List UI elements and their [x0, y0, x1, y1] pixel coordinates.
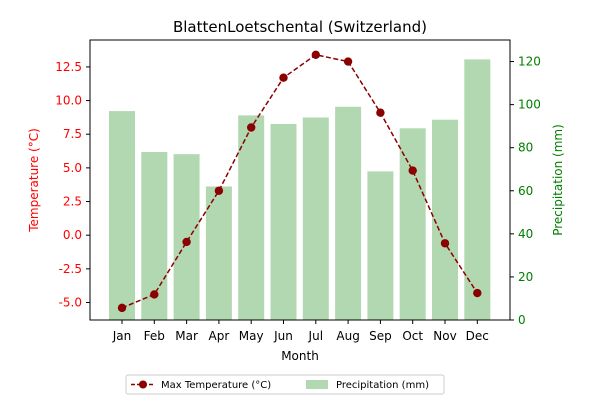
temp-point-dec — [473, 288, 482, 298]
precip-bar-jun — [270, 124, 297, 320]
x-axis-label: Month — [281, 349, 319, 363]
x-tick-label-jan: Jan — [112, 329, 132, 343]
y-left-tick-label: 0.0 — [63, 228, 82, 242]
precip-bar-jan — [109, 111, 135, 320]
legend-frame — [125, 374, 445, 395]
x-tick-label-apr: Apr — [209, 329, 230, 343]
plot-frame — [89, 39, 511, 321]
y-axis-left: -5.0 -2.5 0.0 2.5 5.0 7.5 10.0 12.5 — [55, 60, 90, 310]
temp-point-jul — [311, 50, 320, 60]
temp-point-may — [247, 123, 256, 132]
y-right-tick-label: 40 — [518, 227, 533, 241]
chart-title: BlattenLoetschental (Switzerland) — [173, 18, 427, 36]
y-right-tick-label: 120 — [518, 55, 541, 69]
temp-point-oct — [408, 166, 417, 175]
temp-point-feb — [150, 290, 159, 299]
temp-point-nov — [440, 239, 450, 248]
temp-point-mar — [182, 237, 191, 247]
y-right-tick-label: 0 — [518, 313, 526, 327]
legend-bar-swatch — [306, 380, 328, 389]
x-tick-label-sep: Sep — [369, 329, 392, 343]
y-axis-right-label: Precipitation (mm) — [551, 124, 565, 236]
temp-point-aug — [343, 57, 353, 66]
x-axis: Jan Feb Mar Apr May Jun Jul Aug Sep Oct Nov Dec — [112, 320, 489, 343]
precip-bar-jul — [302, 117, 329, 321]
x-tick-label-nov: Nov — [433, 329, 456, 343]
x-tick-label-jul: Jul — [308, 329, 323, 343]
y-axis-left-label: Temperature (°C) — [27, 128, 41, 233]
x-tick-label-oct: Oct — [402, 329, 423, 343]
temperature-line — [121, 54, 478, 309]
precip-bar-may — [238, 115, 265, 320]
y-left-tick-label: 5.0 — [63, 161, 82, 175]
legend-bar-label: Precipitation (mm) — [336, 380, 429, 391]
bars-group — [109, 59, 491, 321]
x-tick-label-may: May — [239, 329, 264, 343]
precip-bar-oct — [399, 128, 426, 320]
y-left-tick-label: 2.5 — [63, 195, 82, 209]
y-left-tick-label: 12.5 — [55, 60, 82, 74]
temp-point-jan — [117, 303, 127, 313]
legend-line-label: Max Temperature (°C) — [161, 380, 271, 391]
precip-bar-aug — [335, 106, 362, 321]
y-right-tick-label: 80 — [518, 141, 533, 155]
precip-bar-nov — [432, 119, 458, 320]
y-left-tick-label: 10.0 — [55, 94, 82, 108]
precip-bar-sep — [367, 171, 394, 320]
temperature-line-group — [117, 50, 482, 313]
x-tick-label-feb: Feb — [144, 329, 165, 343]
y-left-tick-label: -5.0 — [59, 296, 82, 310]
x-tick-label-dec: Dec — [466, 329, 489, 343]
legend: Max Temperature (°C) Precipitation (mm) — [125, 374, 445, 395]
x-tick-label-mar: Mar — [175, 329, 198, 343]
legend-line-marker — [139, 380, 147, 389]
temp-point-apr — [214, 186, 224, 195]
y-right-tick-label: 100 — [518, 98, 541, 112]
temp-point-sep — [376, 108, 385, 117]
y-right-tick-label: 20 — [518, 270, 533, 284]
x-tick-label-aug: Aug — [336, 329, 359, 343]
y-axis-right: 0 20 40 60 80 100 120 — [510, 55, 541, 327]
x-tick-label-jun: Jun — [273, 329, 293, 343]
precip-bar-dec — [464, 59, 491, 321]
y-left-tick-label: 7.5 — [63, 127, 82, 141]
y-left-tick-label: -2.5 — [59, 262, 82, 276]
temp-point-jun — [279, 73, 288, 82]
y-right-tick-label: 60 — [518, 184, 533, 198]
precip-bar-apr — [205, 186, 232, 320]
precip-bar-mar — [173, 154, 200, 320]
